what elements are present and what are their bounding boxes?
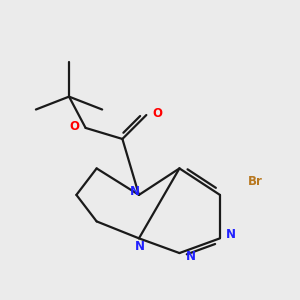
Text: Br: Br [248, 175, 262, 188]
Text: N: N [226, 228, 236, 241]
Text: N: N [185, 250, 196, 263]
Text: N: N [130, 185, 140, 199]
Text: O: O [152, 107, 162, 120]
Text: O: O [70, 120, 80, 133]
Text: N: N [135, 240, 145, 253]
